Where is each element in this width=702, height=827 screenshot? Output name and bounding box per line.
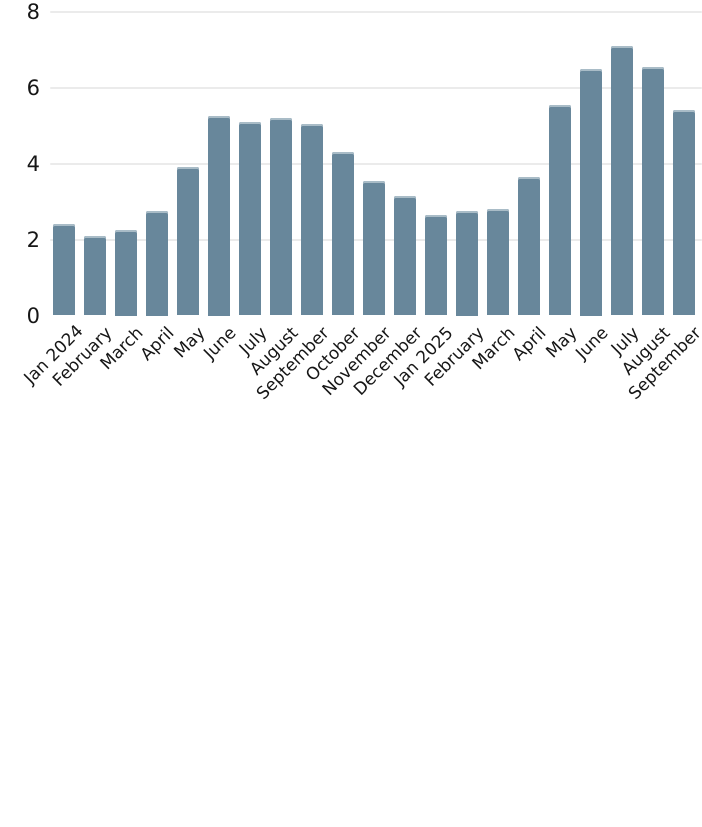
bar-19-july[interactable] (611, 45, 633, 316)
bar-1-jan-2024[interactable] (53, 224, 75, 316)
bar-6-june[interactable] (208, 116, 230, 316)
bar-16-april[interactable] (518, 176, 540, 316)
y-axis-tick-label: 4 (26, 151, 40, 176)
bar-18-june[interactable] (580, 68, 602, 316)
bar-12-december[interactable] (394, 195, 416, 316)
bar-20-august[interactable] (642, 66, 664, 316)
bar-9-september[interactable] (301, 123, 323, 316)
bar-10-october[interactable] (332, 152, 354, 316)
bar-11-november[interactable] (363, 180, 385, 316)
bar-2-february[interactable] (84, 235, 106, 316)
bar-3-march[interactable] (115, 230, 137, 316)
bar-21-september[interactable] (673, 110, 695, 316)
gridline-y-4 (50, 162, 702, 165)
bar-4-april[interactable] (146, 211, 168, 316)
y-axis-tick-label: 8 (26, 0, 40, 24)
bar-13-jan-2025[interactable] (425, 214, 447, 316)
bar-15-march[interactable] (487, 209, 509, 316)
gridline-y-6 (50, 86, 702, 89)
bar-17-may[interactable] (549, 104, 571, 316)
bar-14-february[interactable] (456, 211, 478, 316)
bar-5-may[interactable] (177, 167, 199, 316)
y-axis-tick-label: 6 (26, 75, 40, 100)
bar-8-august[interactable] (270, 117, 292, 316)
bar-chart: 0 2 4 6 8 Jan 2024 February March April May June Ju… (20, 0, 702, 404)
y-axis-tick-label: 2 (26, 227, 40, 252)
gridline-y-8 (50, 10, 702, 13)
bar-7-july[interactable] (239, 121, 261, 316)
y-axis-tick-label: 0 (26, 303, 40, 328)
